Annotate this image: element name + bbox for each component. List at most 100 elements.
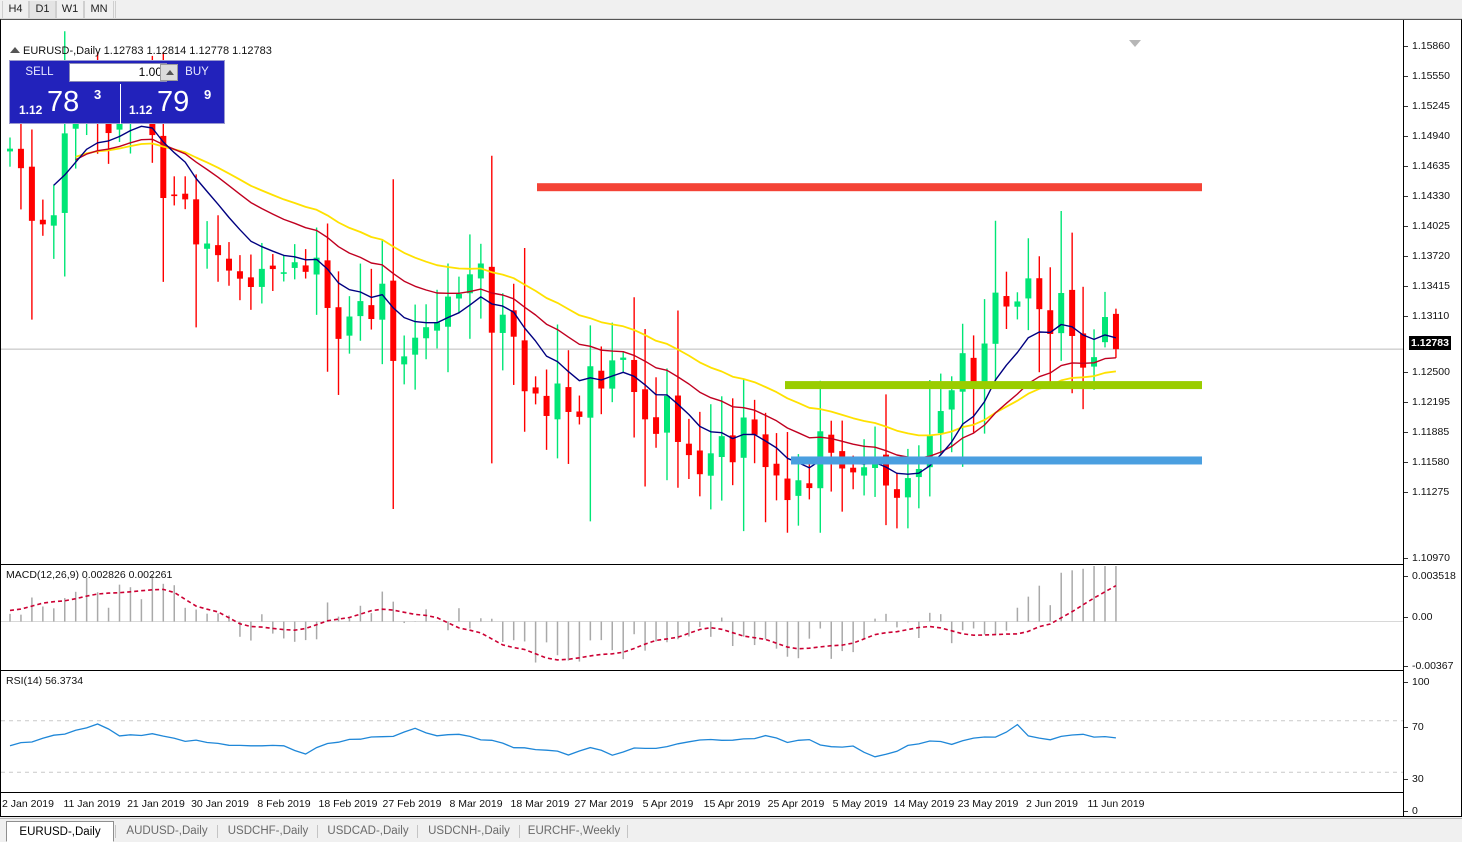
sell-price-main: 78: [47, 86, 80, 118]
price-scale-label: 1.14025: [1412, 220, 1450, 232]
current-price-label: 1.12783: [1409, 336, 1451, 350]
scale-tick: [1404, 682, 1408, 683]
symbol-period-header: EURUSD-,Daily 1.12783 1.12814 1.12778 1.…: [23, 45, 272, 57]
tab-separator: [115, 825, 116, 838]
date-axis-label: 11 Jun 2019: [1087, 798, 1145, 810]
price-scale-label: 1.12195: [1412, 396, 1450, 408]
scale-tick: [1404, 432, 1408, 433]
scale-tick: [1404, 46, 1408, 47]
timeframe-tab-mn[interactable]: MN: [84, 1, 114, 18]
chart-tab-usdchfdaily[interactable]: USDCHF-,Daily: [227, 825, 309, 837]
tab-separator: [417, 825, 418, 838]
timeframe-tab-bar: H4 D1 W1 MN: [0, 0, 1462, 19]
price-chart-pane[interactable]: [1, 20, 1403, 565]
sell-button[interactable]: SELL: [25, 66, 54, 78]
scale-tick: [1404, 166, 1408, 167]
chart-tab-usdcaddaily[interactable]: USDCAD-,Daily: [327, 825, 409, 837]
price-scale-label: 1.14330: [1412, 190, 1450, 202]
scale-tick: [1404, 372, 1408, 373]
chart-tab-eurusddaily[interactable]: EURUSD-,Daily: [6, 821, 114, 842]
price-scale-label: 1.11885: [1412, 426, 1450, 438]
chart-window-tab-bar: EURUSD-,Daily AUDUSD-,Daily USDCHF-,Daily U…: [0, 818, 1462, 842]
price-scale-label: 1.12500: [1412, 366, 1450, 378]
date-axis-label: 25 Apr 2019: [767, 798, 825, 810]
date-axis-label: 11 Jan 2019: [63, 798, 121, 810]
scale-tick: [1404, 196, 1408, 197]
chart-tab-usdcnhdaily[interactable]: USDCNH-,Daily: [428, 825, 510, 837]
scale-tick: [1404, 617, 1408, 618]
date-axis-label: 2 Jun 2019: [1026, 798, 1078, 810]
macd-canvas: [1, 566, 1403, 663]
price-scale-label: 1.13415: [1412, 280, 1450, 292]
volume-value: 1.00: [138, 65, 162, 79]
midline: [785, 381, 1202, 390]
date-axis-label: 5 May 2019: [832, 798, 888, 810]
date-axis-label: 5 Apr 2019: [642, 798, 694, 810]
price-scale-label: 1.13110: [1412, 310, 1450, 322]
tab-separator: [317, 825, 318, 838]
price-scale-label: 1.15550: [1412, 70, 1450, 82]
scale-tick: [1404, 106, 1408, 107]
rsi-canvas: [1, 720, 1403, 773]
date-axis: 2 Jan 2019 11 Jan 2019 21 Jan 2019 30 Jan 2…: [1, 794, 1403, 817]
scale-tick: [1404, 256, 1408, 257]
scale-tick: [1404, 462, 1408, 463]
date-axis-label: 15 Apr 2019: [703, 798, 761, 810]
timeframe-tab-d1[interactable]: D1: [29, 1, 56, 18]
date-axis-label: 21 Jan 2019: [127, 798, 185, 810]
one-click-trading-panel[interactable]: SELL 1.00 BUY 1.12 78 3 1.12 79 9: [9, 60, 225, 124]
sell-price-quote[interactable]: 1.12 78 3: [11, 84, 117, 124]
date-axis-label: 27 Mar 2019: [574, 798, 634, 810]
collapse-triangle-icon[interactable]: [10, 47, 20, 53]
timeframe-tab-w1[interactable]: W1: [56, 1, 84, 18]
scale-tick: [1404, 727, 1408, 728]
buy-button[interactable]: BUY: [185, 66, 209, 78]
sell-price-prefix: 1.12: [19, 103, 43, 117]
chart-frame: MACD(12,26,9) 0.002826 0.002261 RSI(14) …: [0, 19, 1462, 817]
volume-increment-button[interactable]: [160, 64, 178, 81]
volume-input[interactable]: 1.00: [69, 63, 167, 82]
macd-indicator-pane[interactable]: MACD(12,26,9) 0.002826 0.002261: [1, 566, 1403, 671]
chart-window-marker-icon: [1129, 40, 1141, 47]
oct-top-row: SELL 1.00 BUY: [10, 61, 226, 83]
price-scale-column[interactable]: 1.15860 1.15550 1.15245 1.14940 1.14635 1.143…: [1403, 20, 1461, 817]
tab-bar-divider: [115, 1, 116, 18]
price-scale-label: 1.14940: [1412, 130, 1450, 142]
support-line: [791, 456, 1202, 465]
scale-tick: [1404, 666, 1408, 667]
macd-scale-label: 0.003518: [1412, 570, 1456, 582]
price-scale-label: 1.11580: [1412, 456, 1450, 468]
rsi-scale-label: 30: [1412, 773, 1424, 785]
tab-separator: [627, 825, 628, 838]
scale-tick: [1404, 226, 1408, 227]
scale-tick: [1404, 76, 1408, 77]
scale-tick: [1404, 316, 1408, 317]
rsi-indicator-pane[interactable]: RSI(14) 56.3734: [1, 672, 1403, 793]
scale-tick: [1404, 558, 1408, 559]
tab-separator: [519, 825, 520, 838]
scale-tick: [1404, 576, 1408, 577]
rsi-scale-label: 70: [1412, 721, 1424, 733]
buy-price-prefix: 1.12: [129, 103, 153, 117]
chart-tab-audusddaily[interactable]: AUDUSD-,Daily: [126, 825, 208, 837]
price-scale-label: 1.13720: [1412, 250, 1450, 262]
scale-tick: [1404, 811, 1408, 812]
macd-signal-line: [9, 585, 1117, 661]
date-axis-label: 18 Feb 2019: [318, 798, 378, 810]
rsi-line: [9, 723, 1116, 758]
chart-tab-eurchfweekly[interactable]: EURCHF-,Weekly: [527, 825, 621, 837]
scale-tick: [1404, 492, 1408, 493]
price-scale-label: 1.15245: [1412, 100, 1450, 112]
buy-price-quote[interactable]: 1.12 79 9: [120, 84, 226, 124]
date-axis-label: 30 Jan 2019: [191, 798, 249, 810]
buy-price-fraction: 9: [204, 87, 212, 102]
price-scale-label: 1.15860: [1412, 40, 1450, 52]
timeframe-tab-h4[interactable]: H4: [2, 1, 29, 18]
date-axis-label: 2 Jan 2019: [2, 798, 54, 810]
scale-tick: [1404, 136, 1408, 137]
date-axis-label: 14 May 2019: [893, 798, 955, 810]
macd-caption: MACD(12,26,9) 0.002826 0.002261: [6, 569, 173, 581]
scale-tick: [1404, 286, 1408, 287]
macd-histogram: [9, 566, 1117, 663]
